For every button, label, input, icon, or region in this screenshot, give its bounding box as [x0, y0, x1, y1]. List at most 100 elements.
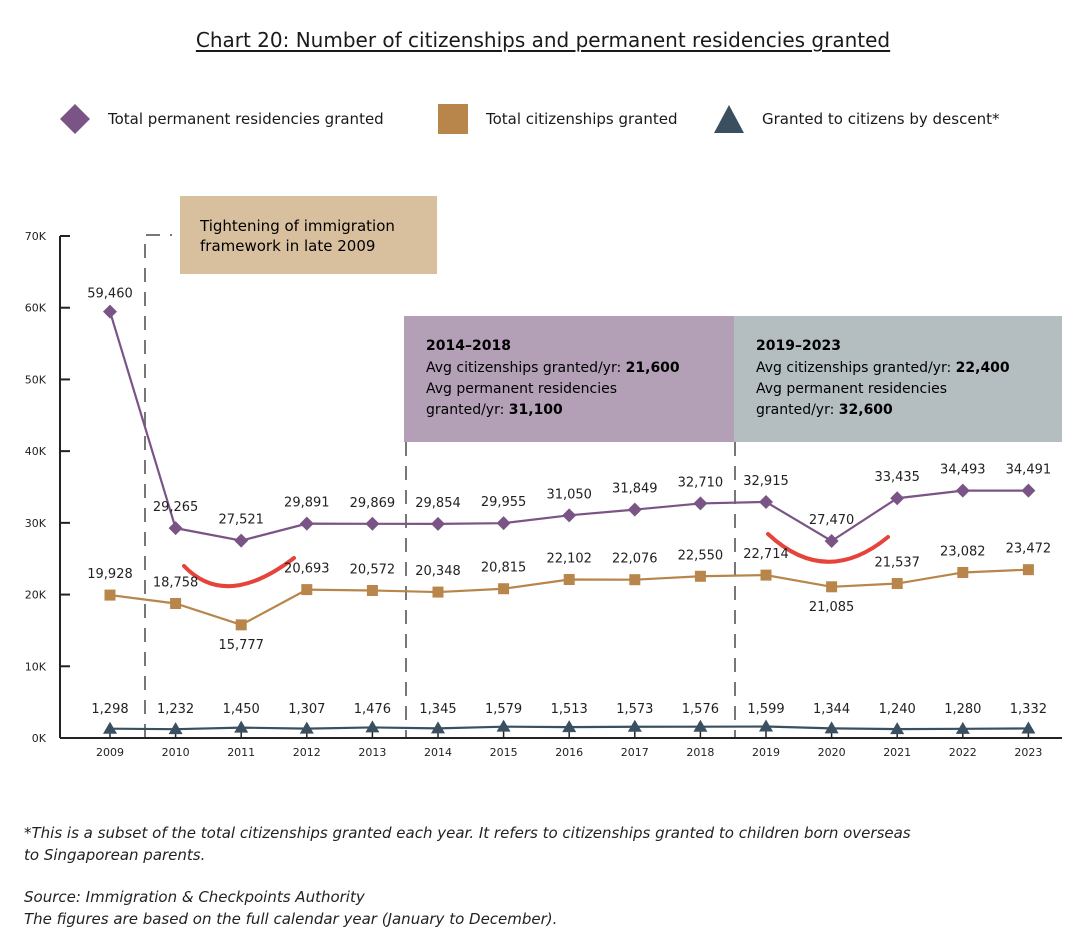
x-tick-label: 2018: [686, 746, 714, 759]
data-label-descent: 1,599: [747, 702, 784, 717]
data-label-descent: 1,513: [551, 702, 588, 717]
point-citizenship: [104, 589, 116, 601]
data-label-descent: 1,573: [616, 702, 653, 717]
x-tick-label: 2016: [555, 746, 583, 759]
tightening-line1: Tightening of immigration: [199, 217, 395, 235]
data-label-pr: 29,265: [153, 500, 199, 515]
period2-line1: Avg citizenships granted/yr: 22,400: [756, 360, 1010, 376]
y-tick-label: 60K: [25, 302, 47, 315]
triangle-icon: [714, 104, 744, 134]
data-label-pr: 34,493: [940, 463, 986, 478]
point-descent: [1021, 721, 1036, 734]
data-label-pr: 27,470: [809, 513, 855, 528]
point-citizenship: [760, 569, 772, 581]
period2-line2: Avg permanent residencies: [756, 381, 947, 397]
x-tick-label: 2009: [96, 746, 124, 759]
period-box-2014-2018: [404, 316, 734, 442]
red-dip-marker-2020: [766, 532, 890, 564]
data-label-descent: 1,307: [288, 702, 325, 717]
data-label-descent: 1,280: [944, 702, 981, 717]
x-tick-label: 2012: [293, 746, 321, 759]
data-label-pr: 27,521: [218, 513, 264, 528]
point-citizenship: [498, 583, 510, 595]
point-descent: [759, 719, 773, 732]
point-pr: [234, 533, 249, 548]
tightening-box: [180, 196, 437, 274]
data-label-citizenship: 22,076: [612, 552, 658, 567]
point-citizenship: [432, 586, 444, 598]
data-label-citizenship: 22,102: [546, 551, 592, 566]
point-descent: [890, 722, 905, 735]
x-tick-label: 2022: [949, 746, 977, 759]
divider-2009-2010: [144, 234, 172, 738]
data-label-descent: 1,332: [1010, 702, 1047, 717]
period1-line1-value: 21,600: [626, 360, 680, 376]
point-citizenship: [1022, 564, 1034, 576]
line-chart: Tightening of immigration framework in l…: [25, 196, 1062, 759]
data-label-citizenship: 20,572: [350, 562, 396, 577]
point-citizenship: [891, 578, 903, 590]
chart-title: Chart 20: Number of citizenships and per…: [195, 28, 891, 52]
period2-line3: granted/yr: 32,600: [756, 402, 893, 418]
point-pr: [1021, 483, 1036, 498]
point-citizenship: [170, 597, 182, 609]
period1-line3-prefix: granted/yr:: [426, 402, 509, 418]
y-tick-label: 30K: [25, 517, 47, 530]
data-label-pr: 34,491: [1006, 463, 1052, 478]
data-label-citizenship: 21,537: [874, 556, 920, 571]
period2-line3-prefix: granted/yr:: [756, 402, 839, 418]
data-label-descent: 1,240: [879, 702, 916, 717]
period-box-2019-2023: [734, 316, 1062, 442]
data-label-descent: 1,579: [485, 702, 522, 717]
data-label-descent: 1,450: [223, 702, 260, 717]
x-tick-label: 2017: [621, 746, 649, 759]
point-citizenship: [366, 584, 378, 596]
point-descent: [693, 719, 708, 732]
point-descent: [562, 720, 577, 733]
diamond-icon: [60, 104, 90, 134]
x-tick-label: 2019: [752, 746, 780, 759]
point-citizenship: [235, 619, 247, 631]
y-tick-label: 40K: [25, 445, 47, 458]
data-label-citizenship: 21,085: [809, 600, 855, 615]
source-note: Source: Immigration & Checkpoints Author…: [24, 888, 365, 906]
data-label-citizenship: 15,777: [218, 638, 264, 653]
point-citizenship: [694, 570, 706, 582]
legend-item-pr: Total permanent residencies granted: [60, 104, 384, 134]
point-descent: [955, 721, 970, 734]
point-pr: [693, 496, 708, 511]
period1-heading: 2014–2018: [426, 338, 511, 354]
data-label-citizenship: 18,758: [153, 575, 199, 590]
data-label-pr: 31,050: [546, 487, 592, 502]
footnote-line1: *This is a subset of the total citizensh…: [24, 824, 911, 842]
x-tick-label: 2020: [818, 746, 846, 759]
data-label-descent: 1,232: [157, 702, 194, 717]
period-note: The figures are based on the full calend…: [24, 910, 558, 928]
point-pr: [496, 516, 511, 531]
period1-line1: Avg citizenships granted/yr: 21,600: [426, 360, 680, 376]
period1-line2: Avg permanent residencies: [426, 381, 617, 397]
point-descent: [168, 722, 183, 735]
point-descent: [627, 719, 642, 732]
point-descent: [103, 721, 117, 734]
red-dip-marker-2011: [182, 556, 296, 588]
legend-item-citizenship: Total citizenships granted: [438, 104, 677, 134]
point-citizenship: [826, 581, 838, 593]
point-pr: [824, 534, 839, 549]
data-label-citizenship: 23,472: [1006, 542, 1052, 557]
data-label-citizenship: 20,815: [481, 561, 527, 576]
point-descent: [496, 719, 511, 732]
x-tick-label: 2010: [162, 746, 190, 759]
data-label-pr: 32,915: [743, 474, 789, 489]
data-label-pr: 29,891: [284, 496, 330, 511]
data-label-citizenship: 20,693: [284, 562, 330, 577]
point-descent: [824, 721, 839, 734]
x-tick-label: 2011: [227, 746, 255, 759]
point-pr: [562, 508, 577, 523]
y-tick-label: 0K: [32, 732, 47, 745]
data-label-citizenship: 23,082: [940, 544, 986, 559]
period1-line3-value: 31,100: [509, 402, 563, 418]
data-label-descent: 1,345: [419, 702, 456, 717]
point-pr: [299, 516, 314, 531]
point-citizenship: [301, 584, 313, 596]
